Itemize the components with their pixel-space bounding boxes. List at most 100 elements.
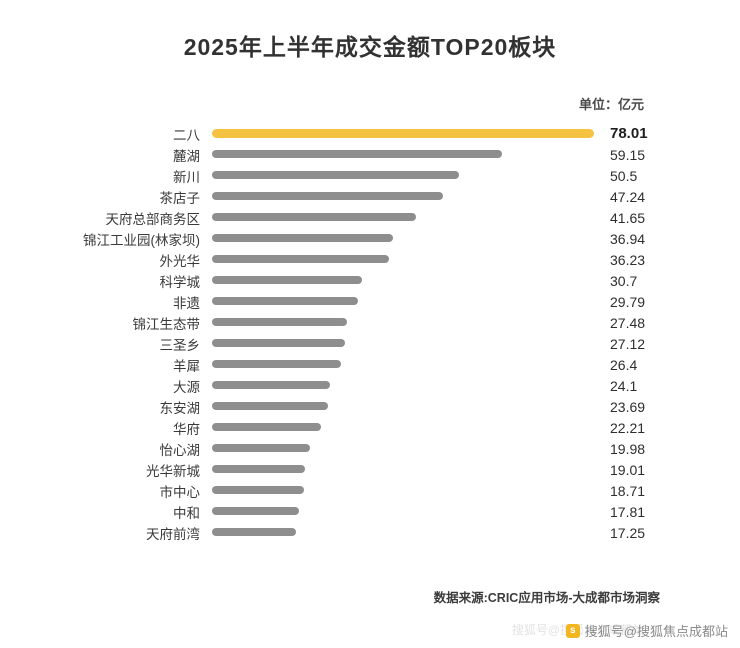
bar-track xyxy=(212,318,594,327)
category-label: 天府前湾 xyxy=(146,526,200,542)
value-label: 19.01 xyxy=(610,461,646,478)
bar xyxy=(212,171,460,179)
chart-row: 二八 78.01 xyxy=(60,123,682,144)
bar-track xyxy=(212,213,594,222)
bar xyxy=(212,150,502,158)
bar xyxy=(212,486,304,494)
chart-row: 科学城 30.7 xyxy=(60,270,682,291)
value-label: 36.23 xyxy=(610,251,646,268)
value-label: 36.94 xyxy=(610,230,646,247)
bar xyxy=(212,192,444,200)
bar-chart: 二八 78.01 麓湖 59.15 新川 50.5 茶店子 47.24 天府总部商务区 41.65… xyxy=(60,123,682,543)
category-label: 大源 xyxy=(173,379,200,395)
bar-track xyxy=(212,486,594,495)
chart-row: 麓湖 59.15 xyxy=(60,144,682,165)
value-label: 41.65 xyxy=(610,209,646,226)
bar-track xyxy=(212,528,594,537)
category-label: 新川 xyxy=(173,169,200,185)
category-label: 天府总部商务区 xyxy=(105,211,201,227)
chart-row: 大源 24.1 xyxy=(60,375,682,396)
bar xyxy=(212,360,342,368)
bar xyxy=(212,213,416,221)
chart-row: 非遗 29.79 xyxy=(60,291,682,312)
bar xyxy=(212,444,310,452)
category-label: 茶店子 xyxy=(159,190,201,206)
category-label: 麓湖 xyxy=(173,148,200,164)
chart-row: 光华新城 19.01 xyxy=(60,459,682,480)
value-label: 29.79 xyxy=(610,293,646,310)
bar xyxy=(212,339,345,347)
watermark-text: 搜狐号@搜狐焦点成都站 xyxy=(584,624,728,639)
data-source-label: 数据来源:CRIC应用市场-大成都市场洞察 xyxy=(433,591,660,605)
value-label: 27.12 xyxy=(610,335,646,352)
category-label: 光华新城 xyxy=(146,463,200,479)
bar-track xyxy=(212,339,594,348)
bar xyxy=(212,318,347,326)
watermark: s 搜狐号@搜狐焦点成都站 xyxy=(565,621,728,640)
bar xyxy=(212,465,306,473)
value-label: 19.98 xyxy=(610,440,646,457)
category-label: 科学城 xyxy=(159,274,201,290)
value-label: 22.21 xyxy=(610,419,646,436)
chart-row: 茶店子 47.24 xyxy=(60,186,682,207)
value-label: 50.5 xyxy=(610,167,638,184)
chart-row: 外光华 36.23 xyxy=(60,249,682,270)
bar xyxy=(212,402,328,410)
sohu-logo-icon: s xyxy=(565,623,580,638)
bar xyxy=(212,297,358,305)
category-label: 外光华 xyxy=(159,253,201,269)
bar xyxy=(212,255,390,263)
chart-row: 东安湖 23.69 xyxy=(60,396,682,417)
value-label: 30.7 xyxy=(610,272,638,289)
chart-title: 2025年上半年成交金额TOP20板块 xyxy=(183,34,557,60)
bar xyxy=(212,129,594,138)
bar-track xyxy=(212,402,594,411)
category-label: 三圣乡 xyxy=(159,337,201,353)
chart-row: 新川 50.5 xyxy=(60,165,682,186)
category-label: 华府 xyxy=(173,421,200,437)
bar xyxy=(212,528,297,536)
bar-track xyxy=(212,465,594,474)
chart-row: 三圣乡 27.12 xyxy=(60,333,682,354)
chart-row: 羊犀 26.4 xyxy=(60,354,682,375)
bar-track xyxy=(212,129,594,138)
bar xyxy=(212,276,363,284)
value-label: 17.25 xyxy=(610,524,646,541)
bar-track xyxy=(212,381,594,390)
category-label: 非遗 xyxy=(173,295,200,311)
value-label: 26.4 xyxy=(610,356,638,373)
value-label: 78.01 xyxy=(610,125,648,142)
bar-track xyxy=(212,360,594,369)
bar xyxy=(212,234,393,242)
chart-row: 锦江生态带 27.48 xyxy=(60,312,682,333)
bar-track xyxy=(212,192,594,201)
value-label: 24.1 xyxy=(610,377,638,394)
bar-track xyxy=(212,255,594,264)
chart-row: 天府前湾 17.25 xyxy=(60,522,682,543)
category-label: 锦江生态带 xyxy=(132,316,201,332)
chart-row: 怡心湖 19.98 xyxy=(60,438,682,459)
chart-row: 华府 22.21 xyxy=(60,417,682,438)
value-label: 59.15 xyxy=(610,146,646,163)
bar-track xyxy=(212,171,594,180)
chart-row: 市中心 18.71 xyxy=(60,480,682,501)
category-label: 市中心 xyxy=(159,484,201,500)
bar xyxy=(212,423,321,431)
bar-track xyxy=(212,444,594,453)
category-label: 羊犀 xyxy=(173,358,200,374)
bar-track xyxy=(212,150,594,159)
chart-row: 锦江工业园(林家坝) 36.94 xyxy=(60,228,682,249)
chart-row: 中和 17.81 xyxy=(60,501,682,522)
chart-row: 天府总部商务区 41.65 xyxy=(60,207,682,228)
unit-label: 单位：亿元 xyxy=(578,97,644,112)
value-label: 47.24 xyxy=(610,188,646,205)
bar-track xyxy=(212,276,594,285)
bar-track xyxy=(212,297,594,306)
category-label: 二八 xyxy=(173,127,200,143)
bar-track xyxy=(212,234,594,243)
category-label: 锦江工业园(林家坝) xyxy=(83,232,200,248)
value-label: 27.48 xyxy=(610,314,646,331)
category-label: 东安湖 xyxy=(159,400,201,416)
value-label: 17.81 xyxy=(610,503,646,520)
